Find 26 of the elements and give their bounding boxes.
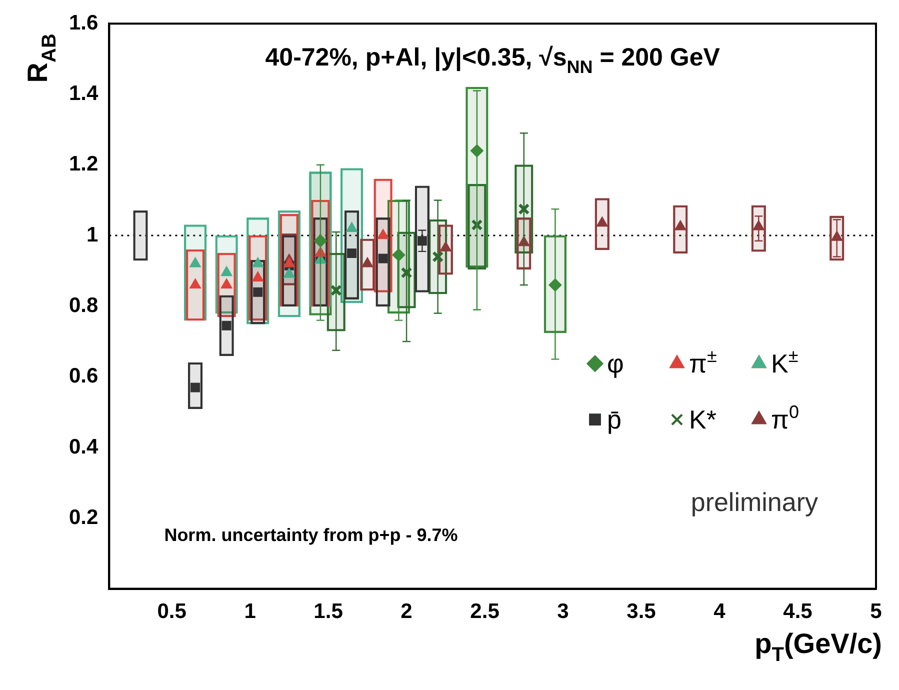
- legend-label: p̄: [607, 404, 622, 435]
- y-tick-label: 1.2: [68, 152, 98, 176]
- y-tick-label: 0.6: [68, 364, 98, 388]
- legend-label: K*: [689, 404, 716, 435]
- x-tick-label: 1: [244, 600, 256, 624]
- y-tick-label: 0.8: [68, 294, 99, 317]
- x-tick-label: 2.5: [470, 600, 500, 624]
- annotation: Norm. uncertainty from p+p - 9.7%: [164, 524, 458, 545]
- y-tick-label: 1.6: [68, 11, 98, 34]
- x-tick-label: 2: [400, 600, 412, 624]
- legend-label: π±: [689, 346, 717, 379]
- x-tick-label: 0.5: [157, 600, 187, 624]
- y-tick-label: 0.2: [68, 506, 98, 529]
- x-tick-label: 4.5: [783, 600, 813, 624]
- y-tick-label: 0.4: [68, 435, 99, 458]
- x-tick-label: 1.5: [314, 600, 344, 624]
- y-tick-label: 1: [86, 223, 99, 246]
- annotation: preliminary: [690, 486, 818, 517]
- x-tick-label: 4: [714, 600, 726, 624]
- y-tick-label: 1.4: [68, 82, 99, 106]
- y-axis-title: RAB: [22, 34, 61, 83]
- legend-label: K±: [771, 346, 798, 379]
- legend-label: φ: [607, 348, 624, 379]
- x-tick-label: 3: [557, 600, 569, 624]
- x-tick-label: 5: [870, 600, 882, 624]
- x-tick-label: 3.5: [626, 600, 656, 624]
